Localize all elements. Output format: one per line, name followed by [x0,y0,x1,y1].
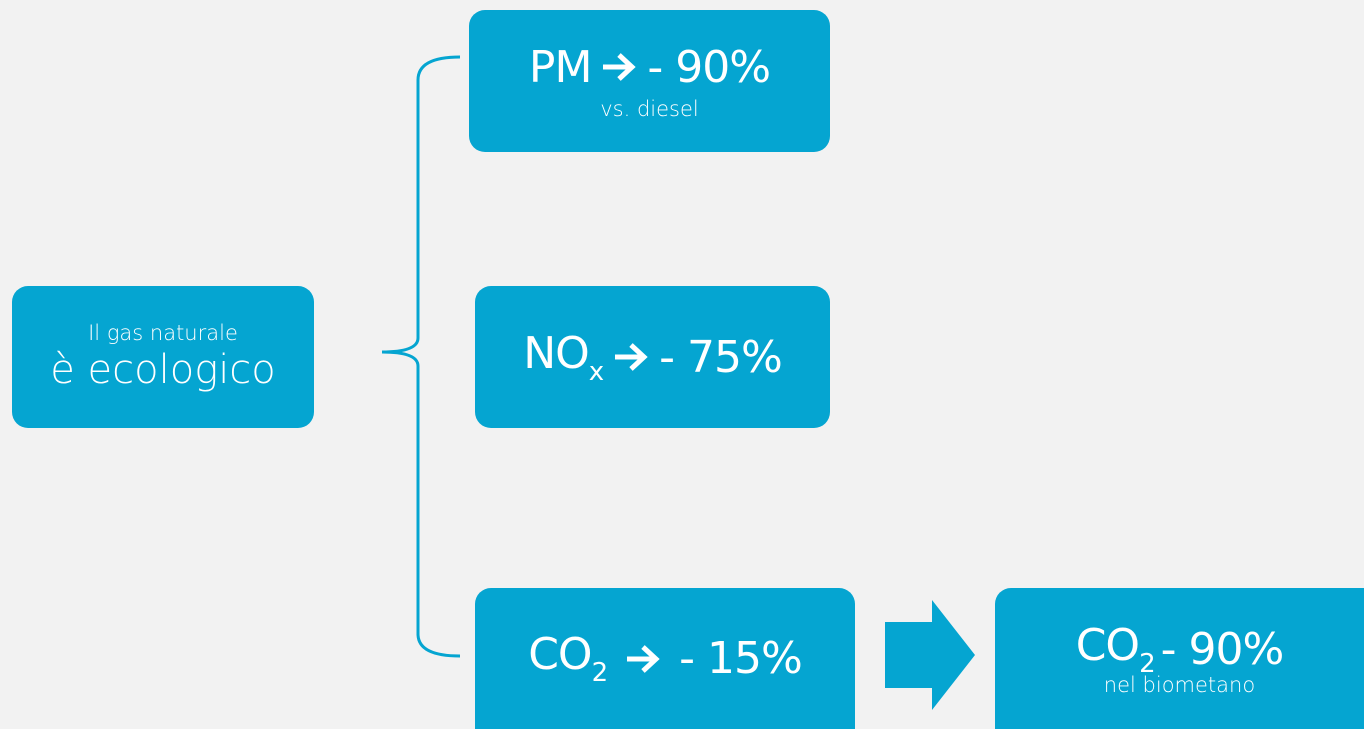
source-line1: Il gas naturale [88,321,238,345]
formula-base: NO [523,327,590,379]
block-arrow [885,600,975,710]
formula-subscript: 2 [1139,649,1156,679]
effect-box: PM - 90% vs. diesel [469,10,830,152]
effect-line: PM - 90% [528,41,771,93]
reduction: - 90% [1160,624,1285,675]
formula: NOx [523,327,604,387]
source-line2: è ecologico [50,347,276,393]
result-line: CO2 - 90% [1075,620,1285,679]
brace [381,55,461,658]
arrow-icon [615,343,648,371]
effect-box: CO2 - 15% [475,588,855,729]
formula: CO2 [1075,620,1156,679]
formula: CO2 [528,629,609,688]
source-box: Il gas naturale è ecologico [12,286,314,428]
effect-line: NOx - 75% [523,327,783,387]
note: nel biometano [1103,673,1256,697]
reduction: - 90% [647,41,771,93]
reduction: - 15% [679,633,803,684]
reduction: - 75% [659,331,783,383]
note: vs. diesel [600,96,699,121]
formula-subscript: 2 [591,658,609,688]
arrow-icon [627,644,660,673]
formula-base: CO [528,629,592,680]
formula: PM [528,41,592,93]
arrow-icon [603,53,637,81]
effect-line: CO2 - 15% [528,629,803,688]
effect-box: NOx - 75% [475,286,830,428]
formula-subscript: x [588,356,604,387]
result-box: CO2 - 90% nel biometano [995,588,1364,729]
formula-base: CO [1075,620,1140,671]
